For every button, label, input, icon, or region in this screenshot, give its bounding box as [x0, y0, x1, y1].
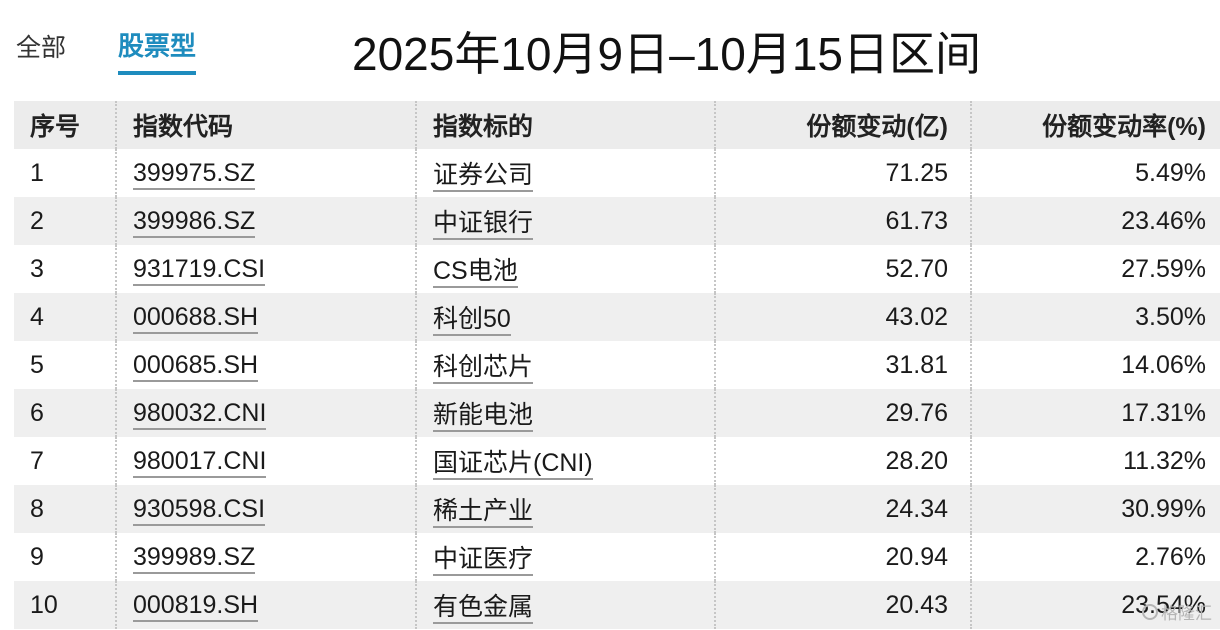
- name-cell: 中证银行: [415, 197, 715, 245]
- change-rate-cell: 30.99%: [970, 485, 1220, 533]
- change-rate-cell: 17.31%: [970, 389, 1220, 437]
- tab-stock-type[interactable]: 股票型: [118, 26, 197, 75]
- index-name-link[interactable]: 中证银行: [433, 209, 534, 240]
- rank-cell: 6: [30, 398, 44, 427]
- table-header-row: 序号 指数代码 指数标的 份额变动(亿) 份额变动率(%): [14, 101, 1220, 149]
- index-code-link[interactable]: 000819.SH: [133, 590, 259, 622]
- share-change-cell: 52.70: [714, 245, 971, 293]
- code-cell: 980017.CNI: [115, 437, 416, 485]
- share-change-cell: 61.73: [714, 197, 971, 245]
- name-cell: 科创芯片: [415, 341, 715, 389]
- name-cell: 中证医疗: [415, 533, 715, 581]
- index-name-link[interactable]: 中证医疗: [433, 545, 534, 576]
- change-rate-cell: 23.54%: [970, 581, 1220, 629]
- index-name-link[interactable]: 证券公司: [433, 161, 534, 192]
- rank-cell: 10: [30, 590, 58, 619]
- code-cell: 399986.SZ: [115, 197, 416, 245]
- index-code-link[interactable]: 000685.SH: [133, 350, 259, 382]
- index-name-link[interactable]: CS电池: [433, 257, 518, 288]
- rank-cell: 2: [30, 206, 44, 235]
- table-row[interactable]: 2 399986.SZ 中证银行 61.73 23.46%: [14, 197, 1220, 245]
- index-name-link[interactable]: 新能电池: [433, 401, 534, 432]
- index-code-link[interactable]: 399986.SZ: [133, 206, 256, 238]
- code-cell: 399975.SZ: [115, 149, 416, 197]
- share-change-cell: 24.34: [714, 485, 971, 533]
- code-cell: 931719.CSI: [115, 245, 416, 293]
- table-row[interactable]: 9 399989.SZ 中证医疗 20.94 2.76%: [14, 533, 1220, 581]
- share-change-cell: 71.25: [714, 149, 971, 197]
- index-code-link[interactable]: 980017.CNI: [133, 446, 267, 478]
- share-change-cell: 43.02: [714, 293, 971, 341]
- rank-cell: 5: [30, 350, 44, 379]
- index-code-link[interactable]: 399975.SZ: [133, 158, 256, 190]
- share-change-cell: 20.94: [714, 533, 971, 581]
- tab-all[interactable]: 全部: [16, 34, 67, 62]
- tab-bar: 全部 股票型 2025年10月9日–10月15日区间: [0, 0, 1220, 96]
- name-cell: 科创50: [415, 293, 715, 341]
- code-cell: 000685.SH: [115, 341, 416, 389]
- share-change-cell: 31.81: [714, 341, 971, 389]
- watermark-text: 格隆汇: [1161, 604, 1212, 623]
- table-row[interactable]: 7 980017.CNI 国证芯片(CNI) 28.20 11.32%: [14, 437, 1220, 485]
- index-code-link[interactable]: 399989.SZ: [133, 542, 256, 574]
- index-code-link[interactable]: 931719.CSI: [133, 254, 266, 286]
- index-code-link[interactable]: 980032.CNI: [133, 398, 267, 430]
- rank-cell: 4: [30, 302, 44, 331]
- index-name-link[interactable]: 科创芯片: [433, 353, 534, 384]
- name-cell: 稀土产业: [415, 485, 715, 533]
- name-cell: 有色金属: [415, 581, 715, 629]
- change-rate-cell: 23.46%: [970, 197, 1220, 245]
- share-change-cell: 20.43: [714, 581, 971, 629]
- index-name-link[interactable]: 有色金属: [433, 593, 534, 624]
- change-rate-cell: 5.49%: [970, 149, 1220, 197]
- name-cell: 证券公司: [415, 149, 715, 197]
- code-cell: 000819.SH: [115, 581, 416, 629]
- rank-cell: 8: [30, 494, 44, 523]
- table-row[interactable]: 3 931719.CSI CS电池 52.70 27.59%: [14, 245, 1220, 293]
- col-header-change-rate[interactable]: 份额变动率(%): [970, 101, 1220, 149]
- code-cell: 930598.CSI: [115, 485, 416, 533]
- change-rate-cell: 14.06%: [970, 341, 1220, 389]
- index-code-link[interactable]: 000688.SH: [133, 302, 259, 334]
- index-name-link[interactable]: 国证芯片(CNI): [433, 449, 593, 480]
- watermark-logo-icon: [1142, 603, 1158, 620]
- col-header-share-change[interactable]: 份额变动(亿): [714, 101, 971, 149]
- rank-cell: 3: [30, 254, 44, 283]
- table-row[interactable]: 10 000819.SH 有色金属 20.43 23.54%: [14, 581, 1220, 629]
- rank-cell: 1: [30, 158, 44, 187]
- change-rate-cell: 2.76%: [970, 533, 1220, 581]
- code-cell: 399989.SZ: [115, 533, 416, 581]
- col-header-name[interactable]: 指数标的: [415, 101, 715, 149]
- name-cell: 新能电池: [415, 389, 715, 437]
- index-name-link[interactable]: 科创50: [433, 305, 511, 336]
- col-header-code[interactable]: 指数代码: [115, 101, 416, 149]
- change-rate-cell: 27.59%: [970, 245, 1220, 293]
- share-change-cell: 29.76: [714, 389, 971, 437]
- watermark: 格隆汇: [1142, 599, 1212, 624]
- code-cell: 000688.SH: [115, 293, 416, 341]
- code-cell: 980032.CNI: [115, 389, 416, 437]
- rank-cell: 9: [30, 542, 44, 571]
- change-rate-cell: 11.32%: [970, 437, 1220, 485]
- index-code-link[interactable]: 930598.CSI: [133, 494, 266, 526]
- page-title: 2025年10月9日–10月15日区间: [352, 28, 981, 80]
- table-row[interactable]: 5 000685.SH 科创芯片 31.81 14.06%: [14, 341, 1220, 389]
- share-change-cell: 28.20: [714, 437, 971, 485]
- table-row[interactable]: 6 980032.CNI 新能电池 29.76 17.31%: [14, 389, 1220, 437]
- name-cell: CS电池: [415, 245, 715, 293]
- table-row[interactable]: 8 930598.CSI 稀土产业 24.34 30.99%: [14, 485, 1220, 533]
- table-row[interactable]: 4 000688.SH 科创50 43.02 3.50%: [14, 293, 1220, 341]
- index-name-link[interactable]: 稀土产业: [433, 497, 534, 528]
- change-rate-cell: 3.50%: [970, 293, 1220, 341]
- name-cell: 国证芯片(CNI): [415, 437, 715, 485]
- rank-cell: 7: [30, 446, 44, 475]
- index-share-change-table: 序号 指数代码 指数标的 份额变动(亿) 份额变动率(%) 1 399975.SZ…: [14, 101, 1220, 629]
- col-header-rank[interactable]: 序号: [30, 113, 81, 141]
- table-row[interactable]: 1 399975.SZ 证券公司 71.25 5.49%: [14, 149, 1220, 197]
